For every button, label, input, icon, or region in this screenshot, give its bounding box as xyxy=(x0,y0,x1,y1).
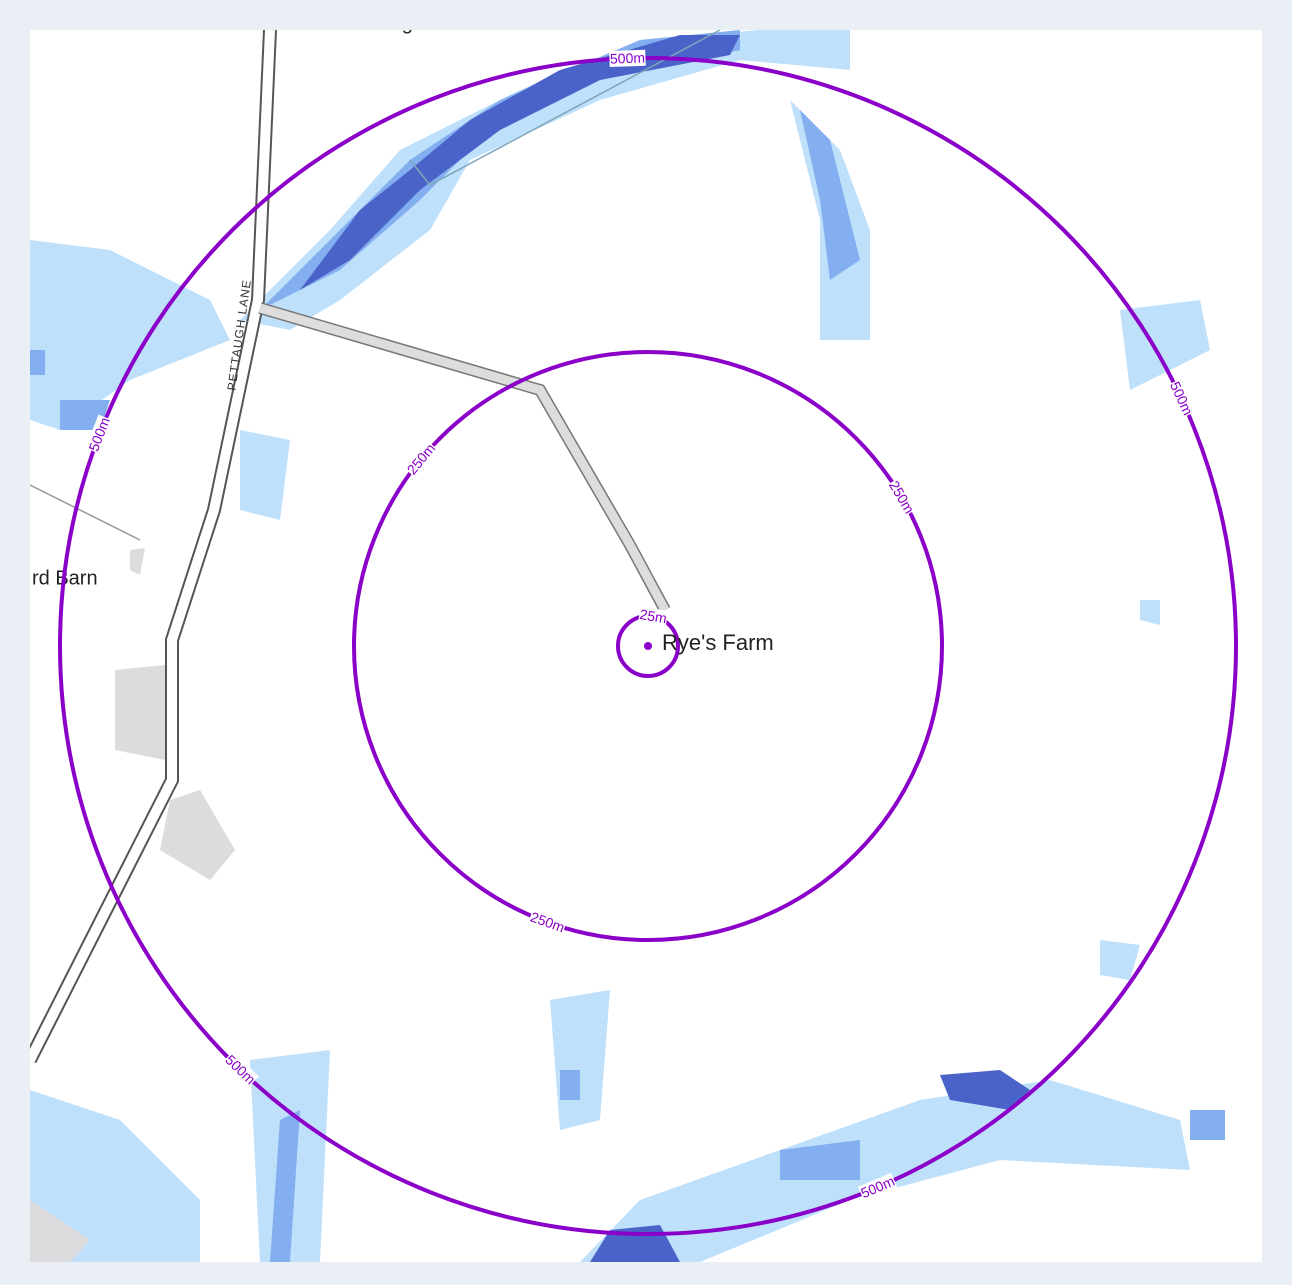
stream xyxy=(409,30,721,186)
ring-label-bg xyxy=(403,440,439,478)
ring-label-bg xyxy=(609,49,646,67)
place-label: Moat Cottage xyxy=(304,12,424,34)
boundary xyxy=(30,484,141,541)
map-area: Moat Cottage rd Barn PETTAUGH LANE 25m25… xyxy=(30,12,1262,1262)
ring-label-bg xyxy=(221,1051,259,1088)
site-marker xyxy=(644,642,652,650)
track xyxy=(258,303,669,613)
ring-label: 25m xyxy=(638,606,668,626)
buildings xyxy=(30,548,235,1262)
ring-label-bg xyxy=(527,908,568,936)
ring-label-bg xyxy=(1166,378,1197,419)
ring xyxy=(58,56,1238,1236)
ring xyxy=(352,350,944,942)
road xyxy=(30,30,275,1063)
ring-label-bg xyxy=(885,477,918,517)
ring-label-bg xyxy=(638,606,669,627)
ring-label-bg xyxy=(858,1172,898,1202)
site-label: Rye's Farm xyxy=(662,630,774,655)
ring-label: 500m xyxy=(610,49,646,66)
ring-label-bg xyxy=(85,414,114,454)
